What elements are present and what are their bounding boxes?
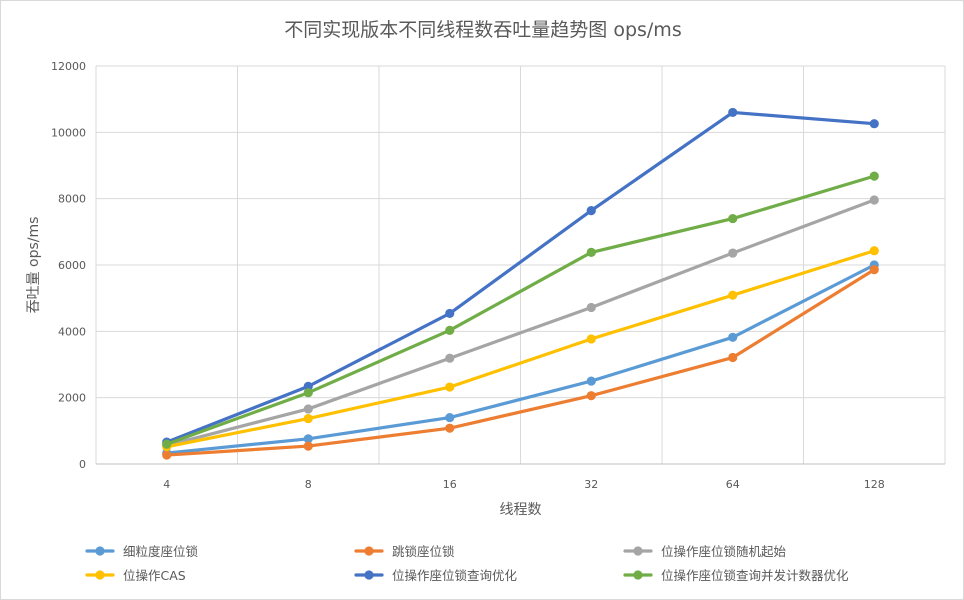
data-point bbox=[303, 404, 313, 414]
data-point bbox=[728, 213, 738, 224]
y-tick-label: 10000 bbox=[51, 126, 86, 139]
legend-label: 跳锁座位锁 bbox=[392, 544, 455, 559]
chart-title: 不同实现版本不同线程数吞吐量趋势图 ops/ms bbox=[284, 19, 681, 41]
legend-swatch-marker bbox=[633, 546, 643, 556]
series-line bbox=[165, 110, 876, 444]
legend-label: 位操作座位锁查询并发计数器优化 bbox=[661, 568, 849, 583]
data-point bbox=[445, 325, 455, 335]
series-group bbox=[162, 246, 879, 452]
data-point bbox=[445, 353, 455, 363]
data-point bbox=[869, 246, 879, 256]
series-line bbox=[165, 198, 876, 448]
data-point bbox=[586, 206, 596, 216]
x-tick-label: 128 bbox=[864, 478, 885, 491]
x-tick-label: 8 bbox=[305, 478, 312, 491]
x-tick-label: 32 bbox=[584, 478, 598, 491]
legend-swatch-marker bbox=[364, 546, 374, 556]
x-axis-title: 线程数 bbox=[500, 502, 542, 518]
data-point bbox=[162, 439, 172, 449]
data-point bbox=[303, 434, 313, 444]
legend-item: 细粒度座位锁 bbox=[85, 544, 199, 559]
data-point bbox=[445, 308, 455, 319]
series-group bbox=[162, 265, 879, 460]
data-point bbox=[869, 119, 879, 129]
legend-item: 跳锁座位锁 bbox=[354, 544, 455, 559]
y-tick-label: 0 bbox=[79, 458, 86, 471]
legend-label: 位操作CAS bbox=[123, 568, 186, 583]
y-tick-label: 2000 bbox=[58, 392, 86, 405]
y-axis-title: 吞吐量 ops/ms bbox=[26, 217, 42, 314]
legend-swatch-marker bbox=[95, 570, 105, 580]
data-point bbox=[586, 302, 596, 313]
data-point bbox=[586, 391, 596, 401]
x-tick-label: 64 bbox=[726, 478, 740, 491]
data-point bbox=[303, 441, 313, 451]
series-line bbox=[165, 174, 876, 446]
series-line bbox=[165, 268, 876, 457]
gridlines bbox=[95, 65, 946, 464]
series-group bbox=[162, 171, 879, 449]
series-line bbox=[165, 263, 876, 455]
data-point bbox=[869, 265, 879, 275]
data-point bbox=[586, 376, 596, 386]
data-point bbox=[303, 388, 313, 398]
x-tick-label: 4 bbox=[163, 478, 170, 491]
data-point bbox=[445, 423, 455, 433]
y-tick-label: 12000 bbox=[51, 60, 86, 73]
series-lines bbox=[162, 107, 879, 460]
data-point bbox=[303, 381, 313, 391]
legend-label: 位操作座位锁查询优化 bbox=[392, 568, 518, 583]
data-point bbox=[728, 290, 738, 300]
data-point bbox=[445, 412, 455, 423]
legend-item: 位操作座位锁查询并发计数器优化 bbox=[623, 568, 849, 583]
legend-swatch-marker bbox=[364, 570, 374, 580]
legend-item: 位操作座位锁查询优化 bbox=[354, 568, 518, 583]
data-point bbox=[728, 352, 738, 363]
data-point bbox=[869, 171, 879, 181]
legend-swatch-marker bbox=[95, 546, 105, 556]
data-point bbox=[303, 413, 313, 424]
x-tick-label: 16 bbox=[443, 478, 457, 491]
legend-label: 细粒度座位锁 bbox=[123, 544, 199, 559]
data-point bbox=[586, 334, 596, 344]
data-point bbox=[728, 248, 738, 258]
data-point bbox=[728, 332, 738, 342]
data-point bbox=[586, 247, 596, 257]
y-tick-label: 8000 bbox=[58, 193, 86, 206]
legend-swatch-marker bbox=[633, 570, 643, 580]
data-point bbox=[445, 382, 455, 392]
legend-item: 位操作CAS bbox=[85, 568, 186, 583]
y-tick-label: 6000 bbox=[58, 259, 86, 272]
legend-item: 位操作座位锁随机起始 bbox=[623, 544, 787, 559]
tick-labels: 0 2000 4000 6000 8000 10000 12000 4 8 16 32 64 128 bbox=[51, 60, 885, 491]
data-point bbox=[869, 195, 879, 205]
y-tick-label: 4000 bbox=[58, 325, 86, 338]
series-line bbox=[165, 249, 876, 449]
data-point bbox=[162, 450, 172, 460]
legend-label: 位操作座位锁随机起始 bbox=[661, 544, 787, 559]
data-point bbox=[728, 107, 738, 118]
